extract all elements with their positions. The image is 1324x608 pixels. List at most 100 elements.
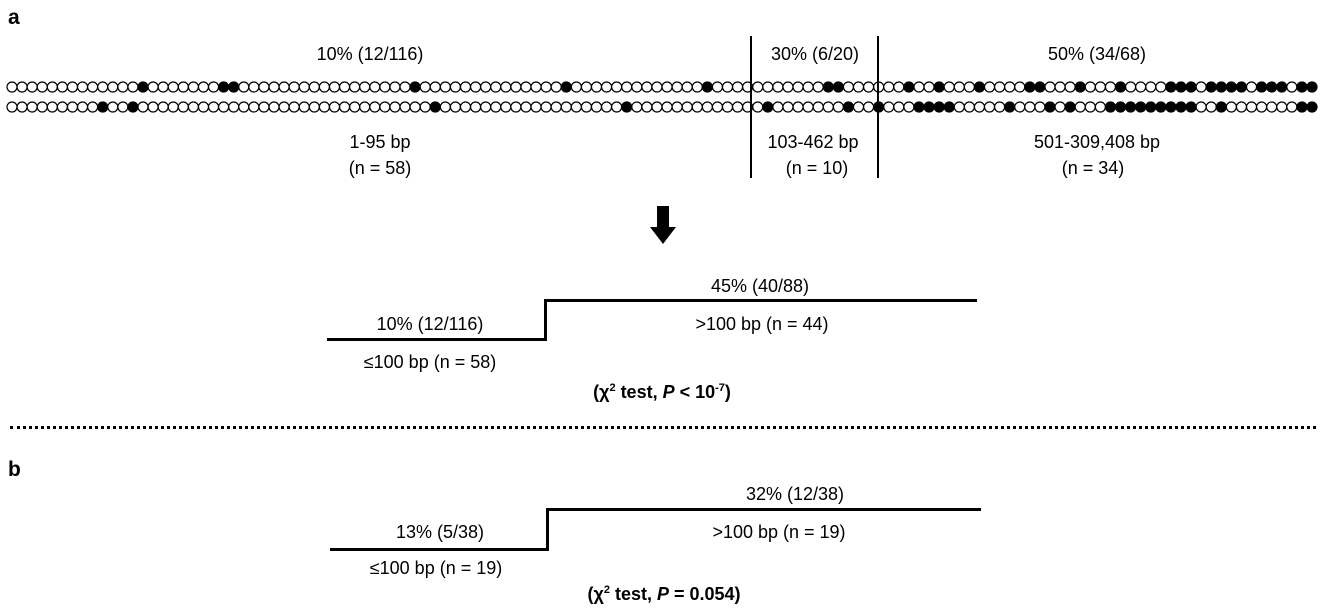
open-dot — [16, 81, 28, 93]
open-dot — [580, 101, 593, 113]
open-dot — [117, 81, 129, 93]
region2-percent: 30% (6/20) — [770, 44, 860, 64]
open-dot — [308, 101, 320, 113]
filled-dot — [1004, 101, 1016, 113]
open-dot — [691, 101, 703, 113]
filled-dot — [1165, 81, 1177, 93]
open-dot — [369, 101, 381, 113]
open-dot — [520, 101, 532, 113]
open-dot — [862, 81, 875, 93]
open-dot — [288, 81, 300, 93]
filled-dot — [1185, 101, 1197, 113]
open-dot — [500, 101, 512, 113]
filled-dot — [137, 81, 149, 93]
down-arrow-icon — [650, 206, 676, 244]
open-dot — [87, 81, 99, 93]
filled-dot — [822, 81, 834, 93]
open-dot — [469, 101, 482, 113]
a-low-range: ≤100 bp (n = 58) — [363, 352, 497, 372]
filled-dot — [1155, 101, 1167, 113]
open-dot — [611, 81, 623, 93]
filled-dot — [832, 81, 844, 93]
open-dot — [26, 101, 38, 113]
open-dot — [1124, 81, 1137, 93]
open-dot — [913, 81, 925, 93]
open-dot — [26, 81, 38, 93]
filled-dot — [762, 101, 774, 113]
open-dot — [802, 101, 814, 113]
region2-range: 103-462 bp — [767, 132, 859, 152]
open-dot — [661, 101, 673, 113]
open-dot — [46, 101, 58, 113]
open-dot — [469, 81, 482, 93]
filled-dot — [1205, 81, 1217, 93]
open-dot — [540, 101, 552, 113]
open-dot — [459, 101, 472, 113]
open-dot — [298, 101, 310, 113]
open-dot — [681, 101, 693, 113]
open-dot — [258, 101, 270, 113]
open-dot — [127, 81, 139, 93]
open-dot — [1245, 81, 1258, 93]
filled-dot — [1296, 81, 1308, 93]
open-dot — [66, 81, 79, 93]
filled-dot — [1225, 81, 1237, 93]
open-dot — [590, 81, 603, 93]
region1-n: (n = 58) — [348, 158, 412, 178]
filled-dot — [560, 81, 572, 93]
filled-dot — [1306, 101, 1318, 113]
open-dot — [600, 101, 613, 113]
filled-dot — [127, 101, 139, 113]
open-dot — [389, 101, 401, 113]
open-dot — [338, 81, 351, 93]
open-dot — [228, 101, 240, 113]
open-dot — [46, 81, 58, 93]
open-dot — [953, 101, 965, 113]
filled-dot — [1296, 101, 1308, 113]
open-dot — [530, 81, 542, 93]
open-dot — [449, 81, 462, 93]
filled-dot — [1276, 81, 1288, 93]
open-dot — [993, 101, 1006, 113]
open-dot — [76, 81, 89, 93]
filled-dot — [701, 81, 713, 93]
b-low-line — [330, 548, 549, 551]
filled-dot — [409, 81, 421, 93]
open-dot — [631, 81, 643, 93]
open-dot — [177, 101, 189, 113]
open-dot — [711, 81, 724, 93]
open-dot — [651, 81, 663, 93]
methylation-dot-rows — [6, 81, 1318, 113]
open-dot — [439, 81, 451, 93]
filled-dot — [903, 81, 915, 93]
open-dot — [36, 101, 48, 113]
open-dot — [1044, 81, 1056, 93]
open-dot — [822, 101, 834, 113]
open-dot — [903, 101, 915, 113]
open-dot — [943, 81, 955, 93]
a-low-line — [327, 338, 547, 341]
open-dot — [721, 101, 734, 113]
open-dot — [862, 101, 875, 113]
open-dot — [893, 101, 905, 113]
open-dot — [651, 101, 663, 113]
open-dot — [983, 81, 996, 93]
open-dot — [772, 101, 784, 113]
filled-dot — [1034, 81, 1046, 93]
open-dot — [923, 81, 935, 93]
filled-dot — [1145, 101, 1157, 113]
open-dot — [812, 81, 824, 93]
filled-dot — [1306, 81, 1318, 93]
open-dot — [963, 101, 975, 113]
open-dot — [510, 81, 522, 93]
open-dot — [772, 81, 784, 93]
open-dot — [379, 81, 391, 93]
open-dot — [762, 81, 774, 93]
open-dot — [792, 81, 804, 93]
open-dot — [1054, 81, 1066, 93]
open-dot — [621, 81, 633, 93]
open-dot — [1286, 81, 1298, 93]
open-dot — [1094, 81, 1106, 93]
open-dot — [218, 101, 230, 113]
open-dot — [1286, 101, 1298, 113]
